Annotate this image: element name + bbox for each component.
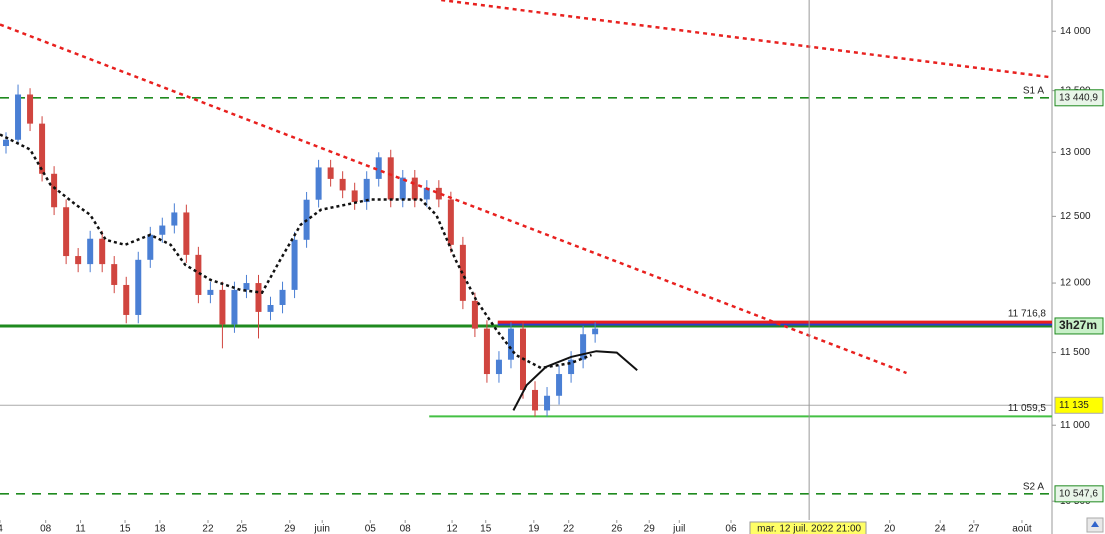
candle-body: [87, 238, 94, 265]
candle-body: [183, 212, 190, 255]
overlay-line: [441, 0, 1053, 79]
crosshair-label: mar. 12 juil. 2022 21:00: [757, 524, 861, 534]
candle-body: [435, 187, 442, 200]
plot-layer: [0, 96, 1052, 495]
y-tick-label: 13 000: [1060, 147, 1091, 158]
candle-body: [51, 173, 58, 208]
candle-body: [279, 289, 286, 305]
candle-body: [39, 123, 46, 174]
overlay-line: [0, 23, 907, 375]
candle-body: [423, 187, 430, 200]
level-box: [1054, 485, 1104, 503]
x-tick-label: août: [1012, 524, 1032, 534]
candle-body: [447, 199, 454, 245]
candle-body: [327, 167, 334, 179]
candle-body: [207, 289, 214, 295]
candle-body: [3, 139, 10, 147]
x-tick-label: 4: [0, 524, 3, 534]
crosshair-label-box: [749, 521, 867, 534]
candle-body: [411, 177, 418, 200]
countdown-label: 3h27m: [1059, 318, 1097, 332]
x-tick-label: 22: [202, 524, 214, 534]
candle-body: [99, 238, 106, 265]
x-tick-label: 11: [75, 524, 86, 534]
candle-body: [471, 300, 478, 329]
overlay-line: [0, 133, 592, 370]
x-tick-label: 06: [725, 524, 737, 534]
x-tick-label: 27: [968, 524, 980, 534]
candle-body: [171, 212, 178, 226]
x-tick-label: 29: [644, 524, 656, 534]
level-name: S1 A: [1023, 85, 1044, 96]
x-tick-label: 18: [154, 524, 166, 534]
candle-body: [27, 94, 34, 124]
candle-body: [568, 359, 575, 375]
x-tick-label: 24: [935, 524, 947, 534]
candle-body: [375, 157, 382, 179]
x-tick-label: 22: [563, 524, 575, 534]
y-tick-label: 12 500: [1060, 211, 1091, 222]
candle-body: [495, 359, 502, 375]
candle-body: [399, 177, 406, 200]
x-tick-label: juin: [313, 524, 330, 534]
x-tick-label: 29: [284, 524, 296, 534]
x-tick-label: 20: [884, 524, 896, 534]
candle-body: [532, 389, 539, 411]
x-tick-label: 15: [119, 524, 131, 534]
scroll-icon: [1091, 521, 1099, 527]
candle-body: [580, 334, 587, 360]
candle-body: [315, 167, 322, 200]
x-tick-label: 19: [528, 524, 540, 534]
candle-body: [123, 284, 130, 315]
candle-body: [267, 304, 274, 312]
candle-body: [507, 328, 514, 360]
level-label: 11 716,8: [1008, 309, 1047, 320]
x-tick-label: 05: [365, 524, 377, 534]
candle-body: [219, 289, 226, 325]
candle-body: [291, 239, 298, 290]
candle-body: [195, 254, 202, 295]
x-tick-label: 26: [611, 524, 623, 534]
candle-body: [75, 256, 82, 265]
x-tick-label: 25: [236, 524, 248, 534]
x-tick-label: 15: [480, 524, 492, 534]
level-name: S2 A: [1023, 481, 1044, 492]
level-box-label: 13 440,9: [1059, 92, 1098, 103]
level-box: [1054, 396, 1104, 414]
candle-body: [231, 289, 238, 325]
level-label: 11 059,5: [1008, 403, 1047, 414]
candle-body: [556, 374, 563, 396]
candle-body: [544, 395, 551, 411]
level-box-label: 11 135: [1059, 400, 1089, 411]
x-tick-label: 08: [40, 524, 52, 534]
level-box: [1054, 89, 1104, 107]
candle-body: [63, 207, 70, 257]
candle-body: [387, 157, 394, 200]
candle-body: [159, 225, 166, 235]
candle-body: [135, 259, 142, 315]
y-tick-label: 14 000: [1060, 26, 1091, 37]
candle-body: [255, 283, 262, 312]
candle-body: [351, 190, 358, 203]
x-tick-label: 12: [446, 524, 458, 534]
candle-body: [363, 178, 370, 203]
candle-body: [111, 264, 118, 285]
y-tick-label: 11 500: [1060, 347, 1090, 358]
candle-body: [15, 94, 22, 140]
candle-body: [483, 328, 490, 375]
overlay-line: [512, 350, 638, 411]
candle-body: [592, 328, 599, 335]
y-tick-label: 12 000: [1060, 278, 1091, 289]
x-tick-label: 08: [400, 524, 412, 534]
y-tick-label: 11 000: [1060, 420, 1090, 431]
candle-body: [243, 283, 250, 290]
candle-body: [147, 234, 154, 260]
level-box-label: 10 547,6: [1059, 488, 1098, 499]
level-box: [1054, 317, 1104, 335]
candle-body: [339, 178, 346, 191]
x-tick-label: juil: [672, 524, 685, 534]
